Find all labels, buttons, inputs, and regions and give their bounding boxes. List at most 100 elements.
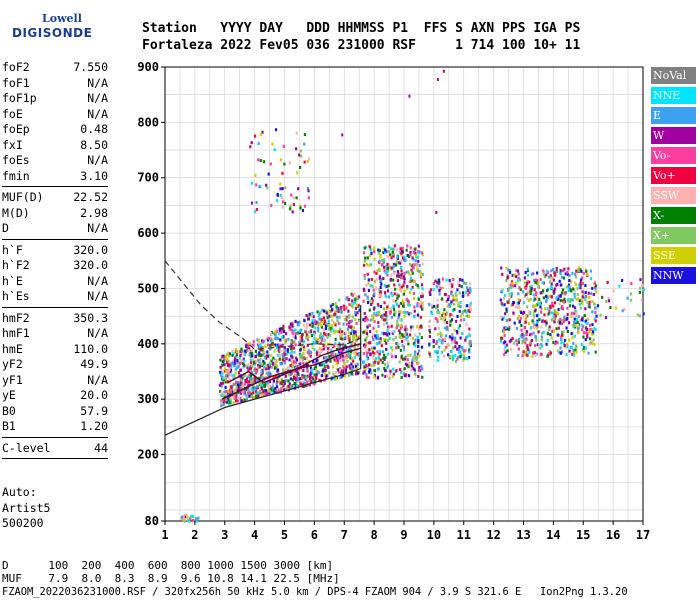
- echo-point: [528, 310, 532, 314]
- echo-point: [378, 276, 381, 280]
- echo-point: [256, 391, 260, 395]
- echo-point: [328, 314, 331, 318]
- echo-point: [544, 323, 548, 327]
- echo-point: [418, 354, 421, 358]
- echo-point: [558, 279, 561, 283]
- echo-point: [449, 355, 452, 359]
- echo-point: [254, 390, 258, 394]
- echo-point: [228, 354, 231, 358]
- echo-point: [595, 290, 598, 294]
- echo-point: [254, 362, 257, 366]
- echo-point: [307, 314, 310, 318]
- echo-point: [299, 206, 302, 210]
- echo-point: [450, 350, 453, 354]
- echo-point: [395, 325, 398, 329]
- echo-point: [351, 305, 354, 309]
- echo-point: [346, 336, 349, 340]
- divider: [2, 458, 108, 459]
- echo-point: [504, 350, 507, 354]
- echo-point: [541, 344, 544, 348]
- echo-point: [514, 284, 517, 288]
- echo-point: [395, 301, 398, 305]
- echo-point: [461, 294, 464, 298]
- echo-point: [369, 262, 373, 266]
- echo-point: [401, 246, 404, 250]
- echo-point: [594, 350, 597, 354]
- echo-point: [273, 359, 277, 363]
- echo-point: [372, 318, 375, 322]
- echo-point: [385, 347, 388, 351]
- echo-point: [503, 303, 506, 307]
- echo-point: [221, 372, 224, 376]
- echo-point: [302, 352, 305, 356]
- echo-point: [354, 301, 357, 305]
- echo-point: [338, 370, 341, 374]
- echo-point: [365, 354, 369, 358]
- echo-point: [250, 392, 253, 396]
- echo-point: [299, 335, 302, 339]
- echo-point: [245, 377, 249, 381]
- echo-point: [386, 289, 390, 293]
- echo-point: [392, 247, 395, 251]
- echo-point: [448, 303, 451, 307]
- echo-point: [320, 338, 324, 342]
- echo-point: [640, 298, 643, 302]
- echo-point: [368, 324, 371, 328]
- echo-point: [411, 364, 414, 368]
- echo-point: [268, 391, 271, 395]
- echo-point: [372, 288, 375, 292]
- x-tick-label: 2: [191, 528, 198, 542]
- echo-point: [400, 253, 403, 257]
- echo-point: [570, 332, 573, 336]
- echo-point: [449, 302, 453, 306]
- echo-point: [272, 356, 275, 360]
- echo-point: [455, 319, 458, 323]
- echo-point: [290, 340, 293, 344]
- echo-point: [443, 317, 447, 321]
- echo-point: [517, 337, 521, 341]
- echo-point: [586, 317, 590, 321]
- echo-point: [302, 356, 305, 360]
- echo-point: [316, 310, 319, 314]
- echo-point: [189, 517, 192, 521]
- echo-point: [446, 304, 449, 308]
- echo-point: [250, 181, 254, 185]
- echo-point: [234, 395, 237, 399]
- echo-point: [355, 303, 358, 307]
- echo-point: [589, 277, 592, 281]
- echo-point: [524, 318, 528, 322]
- echo-point: [322, 316, 326, 320]
- echo-point: [395, 274, 399, 278]
- echo-point: [517, 353, 520, 357]
- echo-point: [375, 329, 378, 333]
- echo-point: [282, 324, 285, 328]
- echo-point: [330, 308, 334, 312]
- echo-point: [642, 288, 645, 292]
- echo-point: [263, 339, 266, 343]
- echo-point: [383, 357, 386, 361]
- echo-point: [581, 276, 584, 280]
- echo-point: [553, 320, 556, 324]
- echo-point: [305, 330, 308, 334]
- echo-point: [319, 317, 322, 321]
- echo-point: [526, 346, 529, 350]
- echo-point: [562, 320, 565, 324]
- echo-point: [269, 162, 272, 166]
- echo-point: [400, 269, 403, 273]
- echo-point: [336, 358, 339, 362]
- echo-point: [288, 325, 291, 329]
- echo-point: [593, 285, 597, 289]
- echo-point: [370, 302, 373, 306]
- echo-point: [303, 374, 306, 378]
- echo-point: [372, 356, 375, 360]
- echo-point: [330, 329, 333, 333]
- echo-point: [324, 371, 327, 375]
- echo-point: [513, 321, 516, 325]
- echo-point: [313, 320, 317, 324]
- echo-point: [371, 351, 374, 355]
- echo-point: [533, 278, 536, 282]
- echo-point: [535, 296, 539, 300]
- echo-point: [289, 351, 292, 355]
- echo-point: [364, 345, 367, 349]
- echo-point: [462, 310, 465, 314]
